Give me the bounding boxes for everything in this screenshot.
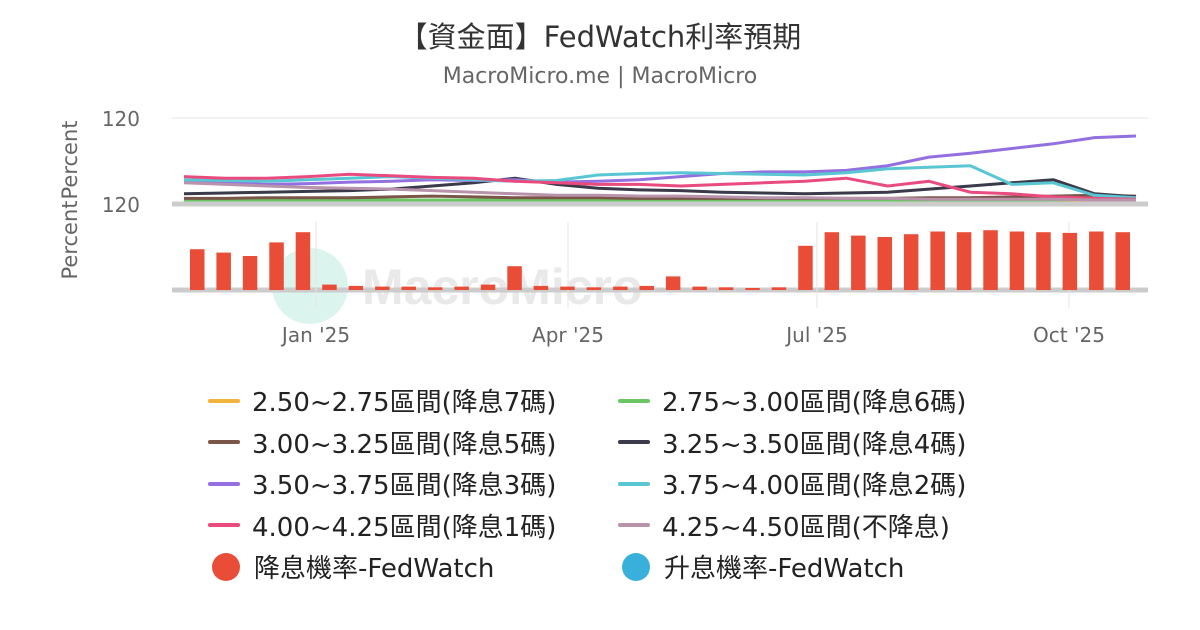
legend-label: 4.00~4.25區間(降息1碼)	[252, 512, 557, 543]
legend-label: 3.25~3.50區間(降息4碼)	[662, 429, 967, 460]
bar-mark	[190, 249, 205, 290]
bar-mark	[375, 286, 390, 290]
legend-label: 降息機率-FedWatch	[254, 554, 495, 585]
legend-line-marker	[208, 523, 240, 528]
bar-mark	[692, 286, 707, 290]
y-tick-label-upper: 120	[102, 107, 140, 131]
legend-label: 2.75~3.00區間(降息6碼)	[662, 388, 967, 419]
bar-mark	[613, 286, 628, 290]
x-tick-label: Apr '25	[532, 323, 604, 347]
bar-mark	[560, 286, 575, 290]
series-line-8	[183, 181, 1136, 202]
y-axis-label-upper: Percent	[58, 120, 82, 199]
legend-dot-marker	[212, 552, 240, 581]
legend-item[interactable]: 3.75~4.00區間(降息2碼)	[618, 463, 1028, 505]
legend-line-marker	[208, 440, 240, 445]
series-line-3	[184, 193, 1137, 200]
bar-mark	[322, 284, 337, 290]
bar-mark	[454, 286, 469, 290]
bar-mark	[665, 276, 681, 290]
legend-line-marker	[618, 440, 650, 445]
bar-mark	[983, 230, 998, 290]
bar-mark	[1009, 231, 1025, 290]
bar-mark	[586, 287, 602, 290]
x-tick-label: Jan '25	[280, 323, 350, 347]
legend-line-marker	[618, 398, 650, 403]
legend-label: 3.50~3.75區間(降息3碼)	[252, 471, 557, 502]
chart-title: 【資金面】FedWatch利率預期	[398, 20, 802, 54]
bar-mark	[1115, 232, 1130, 290]
legend-item[interactable]: 3.25~3.50區間(降息4碼)	[618, 422, 1028, 464]
legend-label: 3.75~4.00區間(降息2碼)	[662, 471, 967, 502]
bar-mark	[216, 252, 231, 290]
legend-label: 3.00~3.25區間(降息5碼)	[252, 429, 557, 460]
legend-item[interactable]: 升息機率-FedWatch	[618, 546, 1028, 588]
legend-item[interactable]: 3.50~3.75區間(降息3碼)	[208, 463, 618, 505]
bar-mark	[877, 237, 892, 290]
bar-mark	[295, 232, 311, 290]
legend-item[interactable]: 降息機率-FedWatch	[208, 546, 618, 588]
x-tick-label: Jul '25	[784, 323, 847, 347]
bar-mark	[930, 231, 945, 290]
legend-item[interactable]: 2.50~2.75區間(降息7碼)	[208, 380, 618, 422]
bar-mark	[956, 232, 972, 290]
y-axis-label-lower: Percent	[58, 200, 82, 279]
bar-mark	[401, 286, 416, 290]
bar-mark	[771, 287, 787, 290]
bar-mark	[242, 256, 258, 290]
bar-mark	[348, 285, 364, 290]
bar-mark	[798, 245, 813, 290]
x-tick-label: Oct '25	[1033, 323, 1105, 347]
legend-line-marker	[618, 481, 650, 486]
series-line-6	[183, 164, 1137, 200]
legend-item[interactable]: 4.00~4.25區間(降息1碼)	[208, 505, 618, 547]
legend-label: 2.50~2.75區間(降息7碼)	[252, 388, 557, 419]
legend-line-marker	[208, 398, 240, 403]
bar-mark	[1062, 232, 1078, 290]
bar-mark	[745, 288, 760, 290]
bar-mark	[507, 266, 522, 290]
bar-mark	[1089, 231, 1104, 290]
bar-mark	[427, 287, 443, 290]
legend-line-marker	[208, 481, 240, 486]
series-line-5	[183, 134, 1137, 186]
bar-mark	[824, 232, 840, 290]
bar-mark	[851, 235, 866, 290]
bar-mark	[903, 234, 919, 290]
legend-item[interactable]: 2.75~3.00區間(降息6碼)	[618, 380, 1028, 422]
legend-label: 升息機率-FedWatch	[664, 554, 905, 585]
legend-label: 4.25~4.50區間(不降息)	[662, 512, 950, 543]
bar-mark	[269, 242, 284, 290]
legend-line-marker	[618, 523, 650, 528]
legend-dot-marker	[622, 552, 650, 581]
chart-subtitle: MacroMicro.me | MacroMicro	[442, 64, 758, 89]
legend-item[interactable]: 4.25~4.50區間(不降息)	[618, 505, 1028, 547]
series-line-7	[183, 172, 1137, 201]
bar-mark	[718, 287, 734, 290]
series-line-4	[183, 176, 1137, 199]
bar-mark	[1036, 232, 1051, 290]
legend-item[interactable]: 3.00~3.25區間(降息5碼)	[208, 422, 618, 464]
bar-mark	[533, 285, 549, 290]
chart-legend: 2.50~2.75區間(降息7碼) 2.75~3.00區間(降息6碼) 3.00~3…	[208, 380, 1028, 588]
bar-mark	[639, 285, 654, 290]
y-tick-label-lower: 120	[102, 193, 140, 217]
bar-mark	[480, 284, 496, 290]
